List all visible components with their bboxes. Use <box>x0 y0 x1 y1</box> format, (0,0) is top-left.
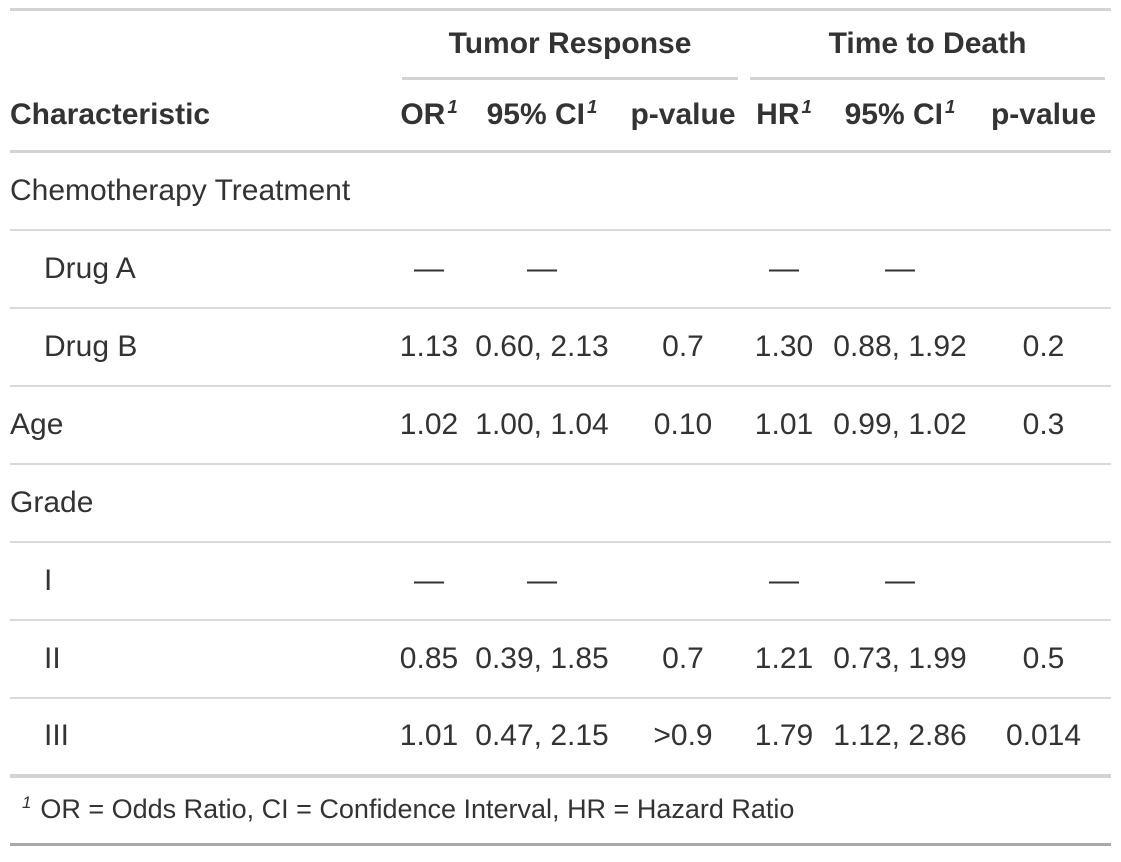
footnote-mark: 1 <box>587 96 598 117</box>
column-header-hr: HR 1 <box>744 80 824 153</box>
cell-ci-death: 1.12, 2.86 <box>824 696 976 776</box>
cell-hr <box>744 462 824 542</box>
footnote-mark: 1 <box>945 96 956 117</box>
row-label: Age <box>10 384 396 464</box>
ci-death-label: 95% CI <box>844 98 944 131</box>
pvalue-death-label: p-value <box>990 98 1097 131</box>
cell-pvalue-tumor: 0.10 <box>622 384 744 464</box>
cell-pvalue-tumor: 0.7 <box>622 306 744 386</box>
table-row-grade-1: I — — — — <box>10 540 1111 620</box>
spanner-tumor-response: Tumor Response <box>396 10 744 80</box>
cell-hr: — <box>744 228 824 308</box>
hr-label: HR <box>756 98 800 131</box>
footnote-mark: 1 <box>22 792 32 812</box>
cell-hr: 1.30 <box>744 306 824 386</box>
cell-or: — <box>396 540 462 620</box>
footnote-row: 1 OR = Odds Ratio, CI = Confidence Interv… <box>10 773 1111 844</box>
table-footer: 1 OR = Odds Ratio, CI = Confidence Interv… <box>10 773 1111 844</box>
footnote: 1 OR = Odds Ratio, CI = Confidence Interv… <box>10 773 1111 844</box>
row-label: Grade <box>10 462 396 542</box>
cell-ci-death: — <box>824 540 976 620</box>
table-row-age: Age 1.02 1.00, 1.04 0.10 1.01 0.99, 1.02… <box>10 384 1111 464</box>
cell-pvalue-tumor: 0.7 <box>622 618 744 698</box>
spanner-spacer <box>10 10 396 81</box>
cell-hr: — <box>744 540 824 620</box>
table-row-drug-a: Drug A — — — — <box>10 228 1111 308</box>
or-label: OR <box>400 98 446 131</box>
column-header-pvalue-death: p-value <box>976 80 1111 153</box>
cell-ci-death: 0.88, 1.92 <box>824 306 976 386</box>
cell-hr: 1.01 <box>744 384 824 464</box>
row-label: I <box>10 540 396 620</box>
row-label: Drug A <box>10 228 396 308</box>
spanner-row: Tumor Response Time to Death <box>10 10 1111 81</box>
column-header-characteristic: Characteristic <box>10 80 396 153</box>
cell-hr: 1.79 <box>744 696 824 776</box>
column-header-or: OR 1 <box>396 80 462 153</box>
cell-pvalue-death <box>976 228 1111 308</box>
characteristic-label: Characteristic <box>10 98 211 131</box>
cell-ci-tumor <box>462 152 622 230</box>
cell-or: 1.01 <box>396 696 462 776</box>
table-row-chemotherapy-treatment: Chemotherapy Treatment <box>10 152 1111 230</box>
cell-ci-tumor: — <box>462 228 622 308</box>
row-label: Chemotherapy Treatment <box>10 173 351 207</box>
cell-or: 0.85 <box>396 618 462 698</box>
cell-ci-death: — <box>824 228 976 308</box>
cell-pvalue-death: 0.2 <box>976 306 1111 386</box>
row-label: Drug B <box>10 306 396 386</box>
cell-ci-death <box>824 462 976 542</box>
cell-ci-tumor: 0.47, 2.15 <box>462 696 622 776</box>
cell-ci-tumor: 0.39, 1.85 <box>462 618 622 698</box>
cell-pvalue-death: 0.3 <box>976 384 1111 464</box>
cell-ci-tumor: 1.00, 1.04 <box>462 384 622 464</box>
cell-pvalue-death <box>976 152 1111 230</box>
pvalue-tumor-label: p-value <box>630 98 736 131</box>
cell-or: 1.02 <box>396 384 462 464</box>
table-row-grade-3: III 1.01 0.47, 2.15 >0.9 1.79 1.12, 2.86… <box>10 696 1111 776</box>
summary-table-container: Tumor Response Time to Death Characteris… <box>10 8 1111 846</box>
table-body: Chemotherapy Treatment Drug A — — — — Dr… <box>10 152 1111 776</box>
row-label: III <box>10 696 396 776</box>
cell-ci-death: 0.99, 1.02 <box>824 384 976 464</box>
cell-ci-tumor <box>462 462 622 542</box>
cell-or: 1.13 <box>396 306 462 386</box>
table-row-drug-b: Drug B 1.13 0.60, 2.13 0.7 1.30 0.88, 1.… <box>10 306 1111 386</box>
footnote-text: OR = Odds Ratio, CI = Confidence Interva… <box>40 793 795 824</box>
cell-ci-death <box>824 152 976 230</box>
cell-pvalue-death <box>976 540 1111 620</box>
column-header-ci-death: 95% CI 1 <box>824 80 976 153</box>
column-label-row: Characteristic OR 1 95% CI 1 p-value HR 1 9… <box>10 80 1111 153</box>
cell-pvalue-death <box>976 462 1111 542</box>
row-label: II <box>10 618 396 698</box>
column-header-ci-tumor: 95% CI 1 <box>462 80 622 153</box>
cell-hr <box>744 152 824 230</box>
footnote-mark: 1 <box>801 96 812 117</box>
table-row-grade: Grade <box>10 462 1111 542</box>
cell-pvalue-tumor <box>622 540 744 620</box>
column-header-pvalue-tumor: p-value <box>622 80 744 153</box>
cell-pvalue-tumor <box>622 462 744 542</box>
cell-pvalue-death: 0.014 <box>976 696 1111 776</box>
footnote-mark: 1 <box>447 96 458 117</box>
spanner-time-to-death: Time to Death <box>744 10 1111 80</box>
spanner-time-to-death-label: Time to Death <box>828 27 1027 60</box>
cell-or <box>396 152 462 230</box>
cell-pvalue-death: 0.5 <box>976 618 1111 698</box>
cell-ci-death: 0.73, 1.99 <box>824 618 976 698</box>
cell-ci-tumor: — <box>462 540 622 620</box>
regression-summary-table: Tumor Response Time to Death Characteris… <box>10 8 1111 846</box>
spanner-tumor-response-label: Tumor Response <box>448 27 692 60</box>
cell-pvalue-tumor: >0.9 <box>622 696 744 776</box>
ci-tumor-label: 95% CI <box>486 98 586 131</box>
cell-pvalue-tumor <box>622 228 744 308</box>
cell-hr: 1.21 <box>744 618 824 698</box>
cell-or: — <box>396 228 462 308</box>
table-header: Tumor Response Time to Death Characteris… <box>10 10 1111 153</box>
cell-or <box>396 462 462 542</box>
cell-pvalue-tumor <box>622 152 744 230</box>
cell-ci-tumor: 0.60, 2.13 <box>462 306 622 386</box>
table-row-grade-2: II 0.85 0.39, 1.85 0.7 1.21 0.73, 1.99 0… <box>10 618 1111 698</box>
